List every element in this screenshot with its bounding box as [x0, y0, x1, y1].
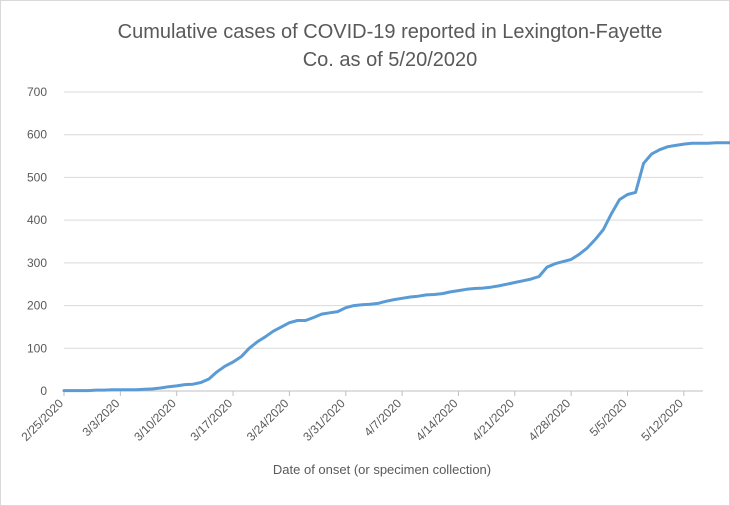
x-tick-label: 3/31/2020 — [300, 396, 348, 444]
x-tick-label: 4/21/2020 — [469, 396, 517, 444]
x-tick-label: 5/5/2020 — [587, 396, 630, 439]
x-tick-label: 5/12/2020 — [638, 396, 686, 444]
x-tick-label: 3/10/2020 — [131, 396, 179, 444]
chart-title: Cumulative cases of COVID-19 reported in… — [117, 21, 663, 71]
x-tick-label: 3/24/2020 — [244, 396, 292, 444]
x-tick-label: 3/17/2020 — [188, 396, 236, 444]
y-tick-label: 700 — [27, 85, 47, 99]
y-axis-ticks: 0 100 200 300 400 500 600 700 — [27, 85, 47, 398]
y-tick-label: 500 — [27, 170, 47, 184]
y-tick-label: 400 — [27, 213, 47, 227]
x-tick-label: 2/25/2020 — [18, 396, 66, 444]
x-tick-label: 3/3/2020 — [80, 396, 123, 439]
x-tick-label: 4/28/2020 — [526, 396, 574, 444]
x-tick-label: 4/14/2020 — [413, 396, 461, 444]
x-axis-ticks: 2/25/2020 3/3/2020 3/10/2020 3/17/2020 3/24/… — [18, 396, 686, 444]
y-tick-label: 200 — [27, 299, 47, 313]
y-tick-label: 300 — [27, 256, 47, 270]
x-tick-label: 4/7/2020 — [361, 396, 404, 439]
y-tick-label: 0 — [40, 384, 47, 398]
series-line-cumulative-cases — [62, 141, 730, 393]
gridlines — [63, 91, 703, 396]
y-tick-label: 600 — [27, 128, 47, 142]
x-axis-label: Date of onset (or specimen collection) — [273, 462, 491, 477]
y-tick-label: 100 — [27, 341, 47, 355]
series-lines — [62, 141, 730, 393]
